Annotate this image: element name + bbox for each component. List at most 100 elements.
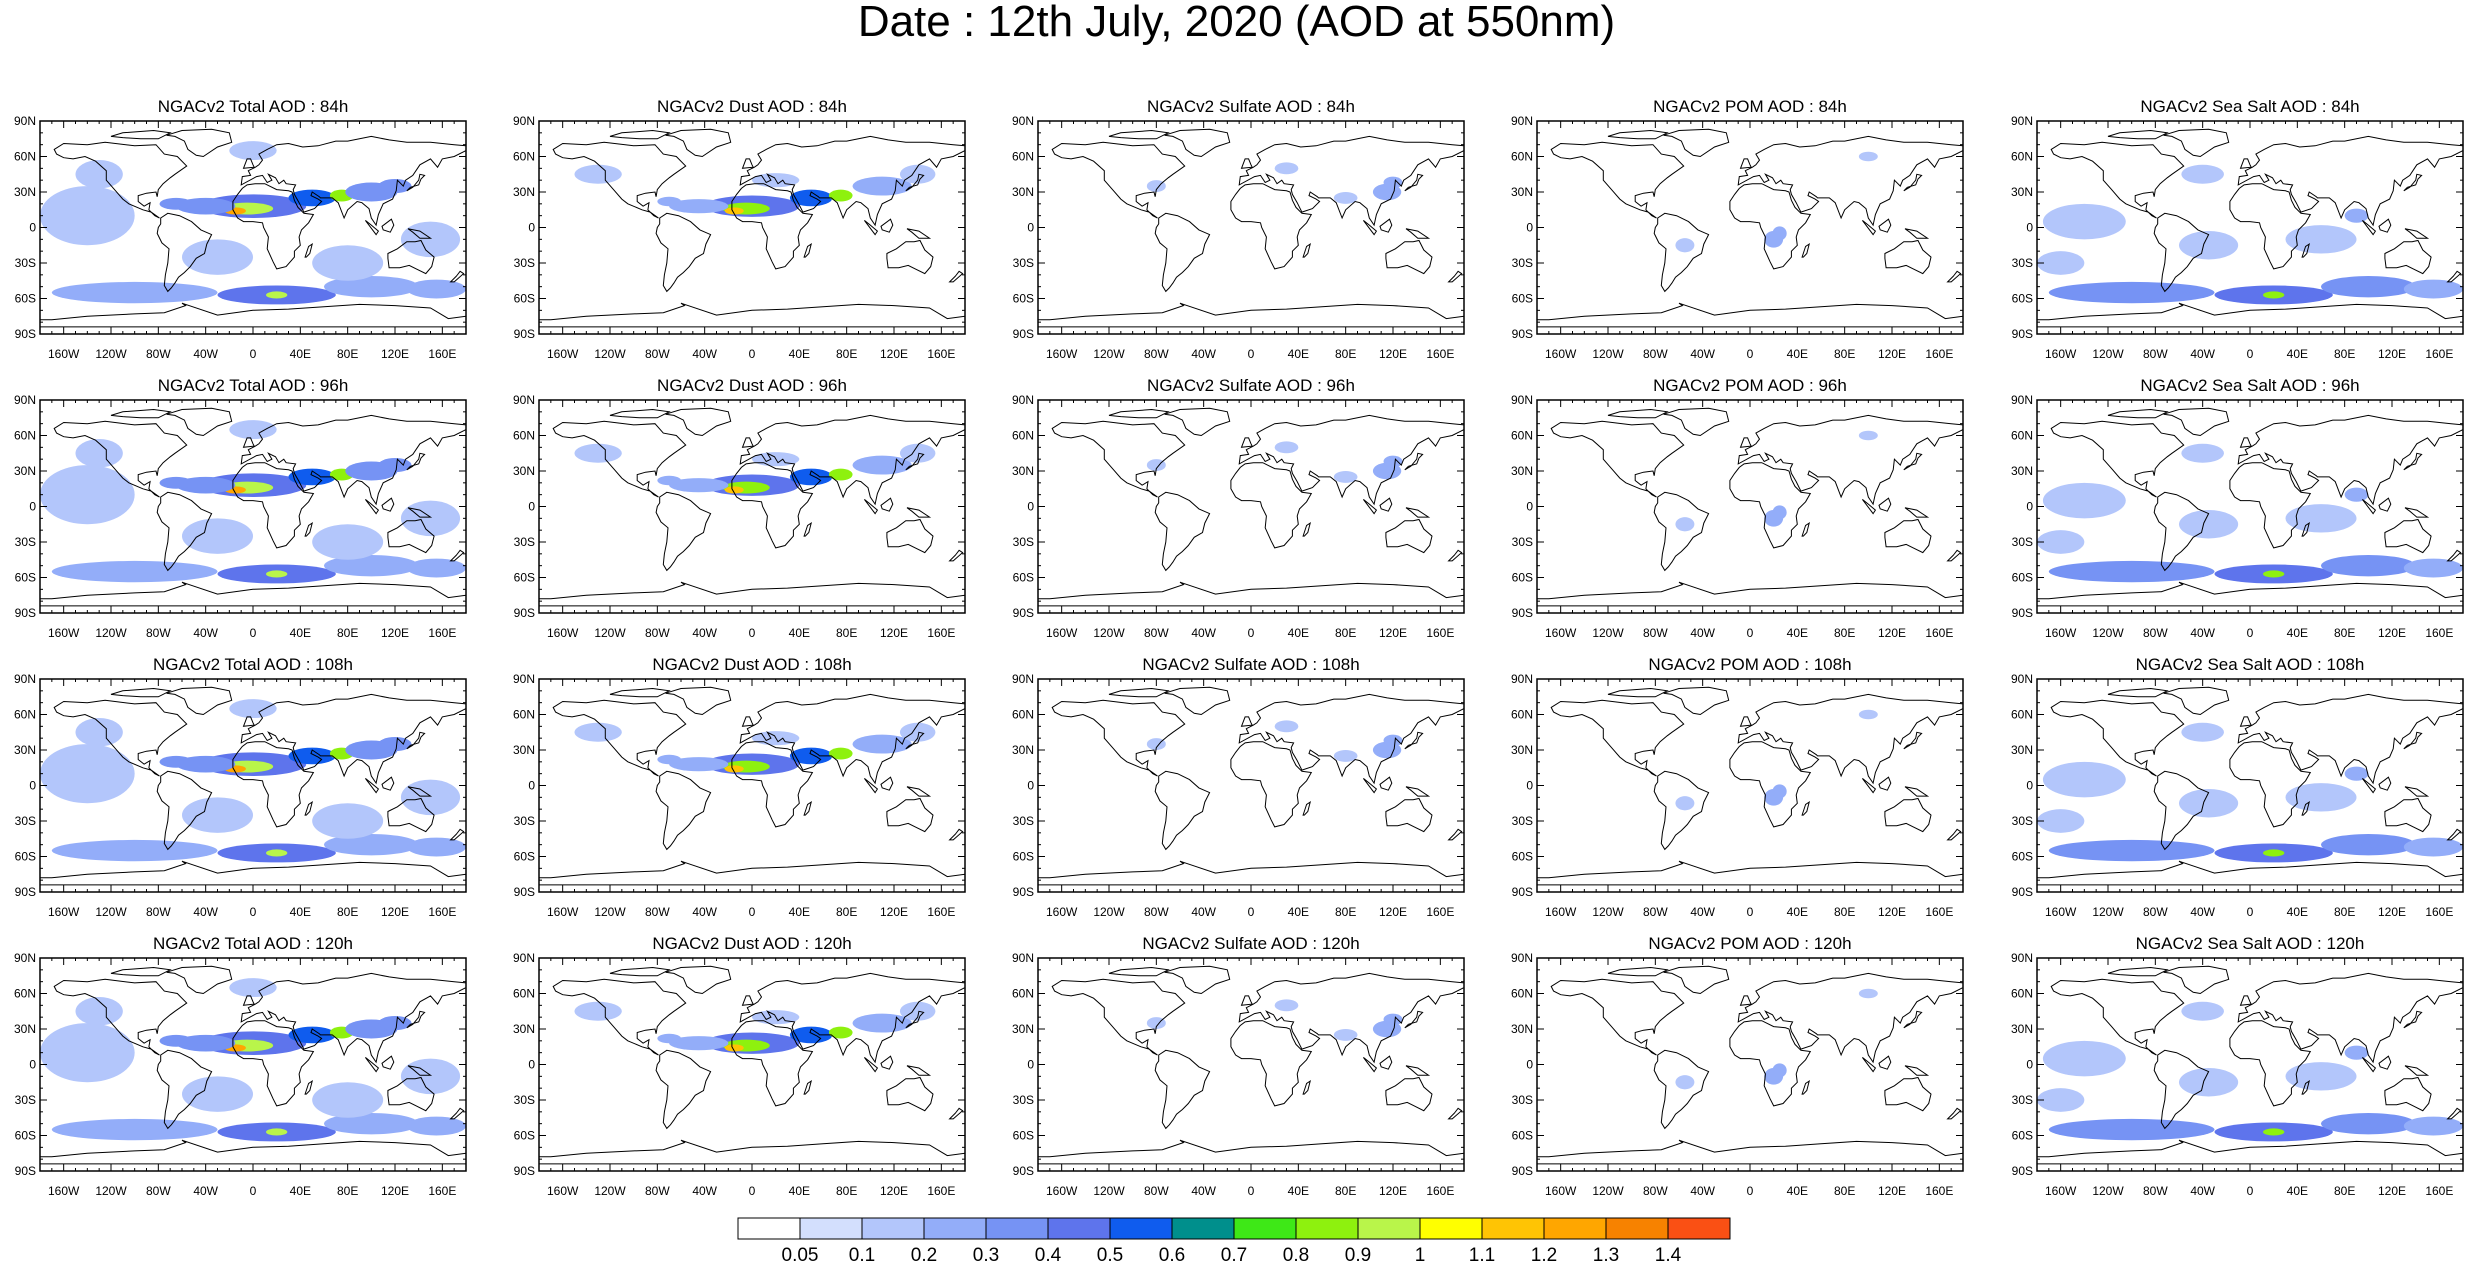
coastline [2362,778,2377,794]
coastline [665,407,732,437]
lat-tick-label: 60S [1512,292,1533,306]
lon-tick-label: 40W [692,626,717,640]
lon-tick-label: 80W [1643,1184,1668,1198]
coastline [2384,1076,2432,1112]
map-panel-sulfate-2: NGACv2 Sulfate AOD : 108h 90N 60N 30N 0 30S 60… [1012,655,1465,919]
coastline [1154,770,1211,851]
aod-contour [2048,560,2215,583]
lat-tick-label: 90N [1012,672,1034,686]
coastline [886,518,934,554]
coastline [1607,687,1669,698]
aod-contour [182,518,253,554]
map-panel-dust-1: NGACv2 Dust AOD : 96h 90N 60N 30N 0 30S 60S 90S… [513,376,966,640]
lat-tick-label: 0 [528,1058,535,1072]
coastline [1737,414,1963,506]
coastline [240,135,466,227]
lon-tick-label: 160W [1545,347,1577,361]
lon-tick-label: 120W [2092,347,2124,361]
lat-tick-label: 0 [2026,779,2033,793]
coastline [886,239,934,275]
coastline [1946,270,1962,283]
lon-tick-label: 40E [1787,347,1808,361]
coastline [232,1020,315,1107]
coastline [387,797,435,833]
coastline [1038,581,1464,607]
aod-contour [2321,276,2416,298]
lon-tick-label: 80W [2143,1184,2168,1198]
lon-tick-label: 40E [789,905,810,919]
aod-contour [2181,1001,2224,1021]
aod-contour [2344,208,2369,223]
coastline [449,828,465,841]
aod-contour [288,468,336,486]
coastline [1164,965,1231,995]
lon-tick-label: 80W [1144,905,1169,919]
coastline [242,995,255,1006]
aod-contour [1858,988,1878,999]
coastline [387,1076,435,1112]
coastline [2378,218,2392,233]
aod-contour [40,744,135,804]
lon-tick-label: 120W [95,626,127,640]
coastline [2301,242,2310,258]
lon-tick-label: 80W [645,1184,670,1198]
coastline [906,1065,932,1076]
coastline [1903,173,1923,192]
coastline [1154,212,1211,293]
coastline [40,302,466,328]
lon-tick-label: 160E [927,1184,955,1198]
coastline [539,1139,965,1165]
coastline [552,699,687,777]
coastline [1363,778,1378,794]
coastline [407,228,433,239]
lat-tick-label: 90S [2012,1164,2033,1178]
coastline [1729,741,1812,828]
lon-tick-label: 0 [2247,626,2254,640]
lon-tick-label: 120W [1093,626,1125,640]
lon-tick-label: 40W [2190,1184,2215,1198]
lat-tick-label: 60S [15,292,36,306]
lon-tick-label: 160E [428,1184,456,1198]
aod-contour [789,189,833,207]
lon-tick-label: 120E [2378,905,2406,919]
coastline [40,1139,466,1165]
coastline [2446,828,2462,841]
lat-tick-label: 90N [513,672,535,686]
aod-contour [1333,1029,1358,1041]
lat-tick-label: 30N [14,743,36,757]
lat-tick-label: 90S [2012,885,2033,899]
aod-contour [1858,709,1878,720]
lon-tick-label: 120E [2378,1184,2406,1198]
lat-tick-label: 60S [15,571,36,585]
coastline [1737,972,1963,1064]
coastline [1663,128,1730,158]
coastline [741,437,754,448]
coastline [2239,437,2252,448]
aod-contour [159,1034,193,1047]
aod-contour [266,849,288,857]
aod-contour [229,978,277,998]
lat-tick-label: 0 [1027,221,1034,235]
coastline [2050,141,2185,219]
lon-tick-label: 160E [2425,905,2453,919]
coastline [2378,776,2392,791]
coastline [2107,129,2169,140]
panel-title: NGACv2 Sea Salt AOD : 84h [2140,97,2359,116]
lon-tick-label: 160W [1046,905,1078,919]
aod-contour [1333,750,1358,762]
lon-tick-label: 160W [2045,905,2077,919]
lon-tick-label: 80W [1144,347,1169,361]
lon-tick-label: 160E [1426,1184,1454,1198]
coastline [665,686,732,716]
coastline [1729,1020,1812,1107]
lon-tick-label: 80W [645,905,670,919]
aod-contour [899,164,936,184]
coastline [156,770,213,851]
coastline [40,860,466,886]
aod-contour [2285,225,2357,254]
lat-tick-label: 30S [1512,535,1533,549]
coastline [2107,408,2169,419]
coastline [1302,1079,1311,1095]
coastline [40,581,466,607]
aod-field [1537,121,1963,334]
